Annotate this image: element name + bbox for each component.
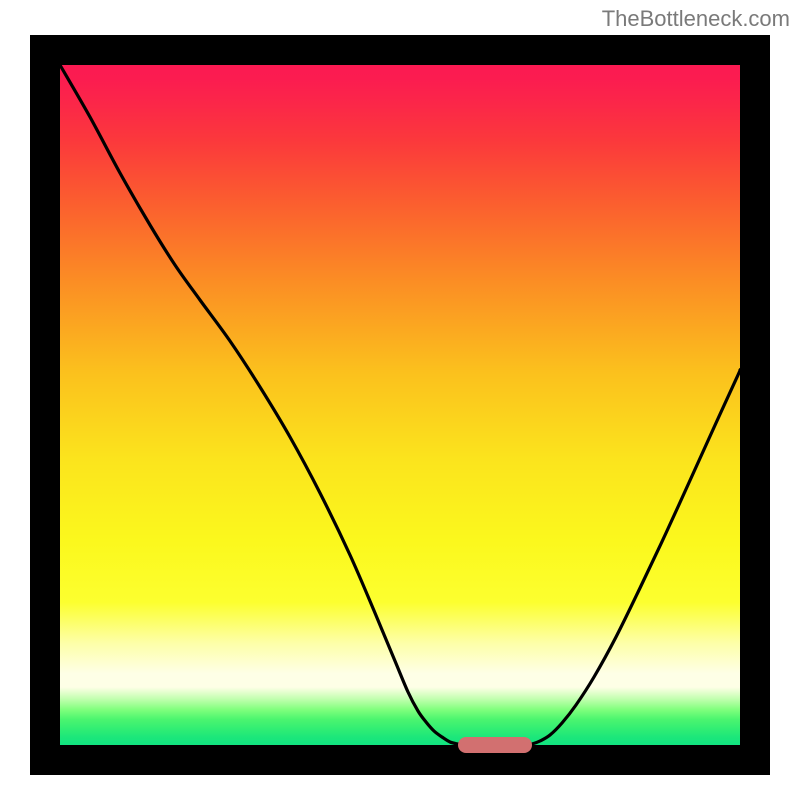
bottleneck-plot — [30, 35, 770, 775]
optimal-point-marker — [458, 737, 532, 753]
chart-frame — [30, 35, 770, 775]
watermark-text: TheBottleneck.com — [602, 6, 790, 32]
plot-background — [60, 65, 740, 745]
